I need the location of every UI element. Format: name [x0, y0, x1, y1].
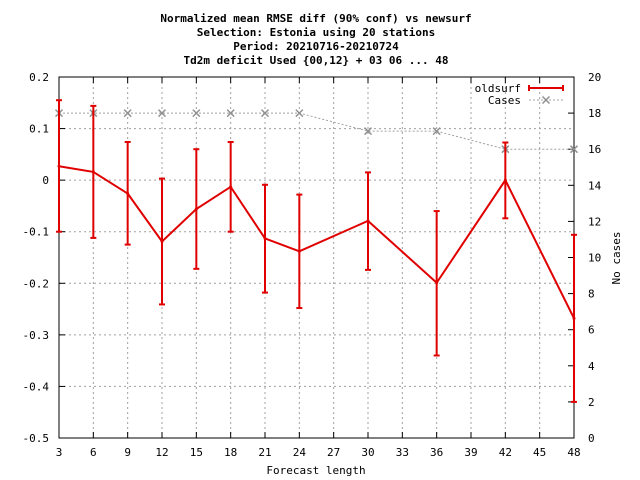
y2-tick-label: 18 [588, 107, 601, 120]
y2-tick-label: 4 [588, 360, 595, 373]
x-tick-label: 33 [396, 446, 409, 459]
cases-point [432, 127, 441, 136]
cases-point [192, 109, 201, 118]
x-tick-label: 36 [430, 446, 443, 459]
title-line: Selection: Estonia using 20 stations [197, 26, 435, 39]
cases-marker-stroke [226, 109, 235, 118]
y-tick-label: -0.4 [23, 380, 50, 393]
y-tick-label: -0.1 [23, 226, 50, 239]
cases-point [226, 109, 235, 118]
x-tick-label: 42 [499, 446, 512, 459]
y2-tick-label: 16 [588, 143, 601, 156]
x-tick-label: 39 [464, 446, 477, 459]
oldsurf-point [194, 207, 198, 211]
y-tick-label: -0.3 [23, 329, 50, 342]
y-tick-label: 0.2 [29, 71, 49, 84]
x-tick-label: 24 [293, 446, 307, 459]
cases-point [363, 127, 373, 136]
oldsurf-point [435, 281, 439, 285]
oldsurf-point [126, 192, 130, 196]
x-axis-label: Forecast length [266, 464, 365, 477]
oldsurf-line [58, 165, 575, 319]
plot-frame [58, 76, 575, 439]
title-line: Normalized mean RMSE diff (90% conf) vs … [160, 12, 471, 25]
grid-lines [59, 77, 574, 438]
oldsurf-point [263, 236, 267, 240]
y2-tick-label: 10 [588, 252, 601, 265]
cases-marker-stroke [260, 109, 270, 118]
y-tick-label: 0.1 [29, 123, 49, 136]
x-tick-label: 15 [190, 446, 203, 459]
series-oldsurf [56, 99, 577, 403]
y2-tick-label: 2 [588, 396, 595, 409]
x-tick-label: 45 [533, 446, 546, 459]
cases-marker-stroke [295, 109, 304, 118]
series-cases [54, 109, 579, 154]
oldsurf-point [503, 178, 507, 182]
legend-label-cases: Cases [488, 94, 521, 107]
axes: 3 6 9 12 15 18 21 24 27 30 33 36 39 42 45 480.20.10-0.1… [23, 71, 602, 459]
y2-tick-label: 6 [588, 324, 595, 337]
y2-tick-label: 14 [588, 179, 602, 192]
cases-marker-stroke [432, 127, 441, 136]
title-line: Td2m deficit Used {00,12} + 03 06 ... 48 [184, 54, 449, 67]
x-tick-label: 27 [327, 446, 340, 459]
x-tick-label: 12 [155, 446, 168, 459]
x-tick-label: 18 [224, 446, 237, 459]
x-tick-label: 48 [567, 446, 580, 459]
cases-point [157, 109, 167, 118]
x-tick-label: 3 [56, 446, 63, 459]
x-tick-label: 30 [361, 446, 374, 459]
cases-marker-stroke [569, 145, 579, 154]
y2-tick-label: 12 [588, 215, 601, 228]
oldsurf-point [297, 249, 301, 253]
cases-line [59, 112, 574, 150]
y2-axis-label: No cases [610, 232, 623, 285]
cases-marker-stroke [192, 109, 201, 118]
x-tick-label: 21 [258, 446, 271, 459]
cases-marker-stroke [157, 109, 167, 118]
oldsurf-point [572, 316, 576, 320]
oldsurf-point [57, 164, 61, 168]
legend-marker-cases [541, 95, 551, 105]
y2-tick-label: 20 [588, 71, 601, 84]
oldsurf-point [91, 170, 95, 174]
oldsurf-point [160, 240, 164, 244]
cases-point [123, 109, 132, 118]
cases-marker-stroke [363, 127, 373, 136]
x-tick-label: 9 [124, 446, 131, 459]
y2-tick-label: 0 [588, 432, 595, 445]
oldsurf-point [229, 185, 233, 189]
cases-point [260, 109, 270, 118]
x-tick-label: 6 [90, 446, 97, 459]
y-tick-label: 0 [42, 174, 49, 187]
legend-label-oldsurf: oldsurf [475, 82, 521, 95]
title-line: Period: 20210716-20210724 [233, 40, 399, 53]
cases-marker-stroke [123, 109, 132, 118]
cases-point [295, 109, 304, 118]
y-tick-label: -0.5 [23, 432, 50, 445]
y-tick-label: -0.2 [23, 277, 50, 290]
cases-point [569, 145, 579, 154]
chart-title: Normalized mean RMSE diff (90% conf) vs … [160, 12, 471, 67]
oldsurf-point [366, 219, 370, 223]
y2-tick-label: 8 [588, 288, 595, 301]
